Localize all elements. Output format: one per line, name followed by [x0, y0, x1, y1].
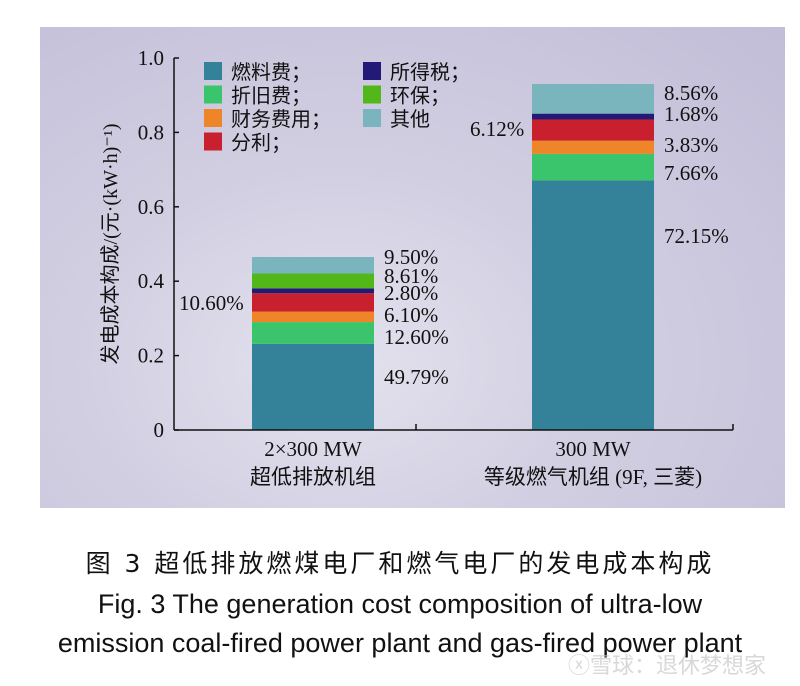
- x-category-sublabel: 等级燃气机组 (9F, 三菱): [484, 465, 702, 489]
- x-category-label: 2×300 MW: [264, 437, 362, 461]
- data-label: 3.83%: [664, 133, 718, 157]
- bar-segment: [532, 140, 654, 154]
- bar-segment: [532, 113, 654, 120]
- legend-swatch: [204, 62, 222, 80]
- y-tick-label: 0.4: [138, 269, 165, 293]
- data-label: 8.61%: [384, 264, 438, 288]
- y-tick-label: 0.2: [138, 344, 164, 368]
- legend-swatch: [204, 85, 222, 104]
- data-label: 1.68%: [664, 102, 718, 126]
- x-category-label: 300 MW: [555, 437, 630, 461]
- legend-label: 所得税；: [390, 60, 470, 84]
- legend-label: 财务费用；: [231, 107, 331, 131]
- bar-segment: [252, 311, 374, 323]
- legend-swatch: [204, 132, 222, 151]
- y-axis-label: 发电成本构成/(元·(kW·h)⁻¹): [99, 124, 122, 365]
- legend-label: 折旧费；: [231, 84, 311, 108]
- axes-group: 0 0.2 0.4 0.6 0.8 1.0 2×300 MW 超低排放机组 300 MW 等级燃气…: [99, 46, 734, 489]
- legend-label: 环保；: [390, 84, 450, 108]
- x-category-sublabel: 超低排放机组: [250, 465, 376, 489]
- figure-caption-en-line1: Fig. 3 The generation cost composition o…: [97, 589, 703, 619]
- data-label: 6.12%: [470, 117, 524, 141]
- data-label: 49.79%: [384, 365, 449, 389]
- data-label: 8.56%: [664, 81, 718, 105]
- bar-segment: [252, 288, 374, 294]
- legend-swatch: [363, 85, 381, 104]
- data-label: 12.60%: [384, 325, 449, 349]
- data-labels-group: 49.79% 72.15% 12.60% 7.66% 6.10% 3.83% 10.60% 6…: [179, 81, 729, 389]
- legend-swatch: [363, 109, 381, 127]
- stacked-bar-chart: 0 0.2 0.4 0.6 0.8 1.0 2×300 MW 超低排放机组 300 MW 等级燃气…: [99, 46, 734, 489]
- data-label: 2.80%: [384, 281, 438, 305]
- bar-segment: [532, 180, 654, 430]
- bar-segment: [252, 273, 374, 289]
- legend-label: 其他: [390, 107, 430, 131]
- legend: 燃料费；折旧费；财务费用；分利； 所得税；环保；其他: [204, 60, 470, 155]
- bar-segment: [252, 257, 374, 274]
- bar-segment: [252, 343, 374, 430]
- legend-label: 燃料费；: [231, 60, 311, 84]
- data-label: 10.60%: [179, 291, 244, 315]
- y-tick-label: 0.8: [138, 120, 164, 144]
- bar-segment: [532, 84, 654, 114]
- watermark: ⓧ雪球：退休梦想家: [568, 654, 767, 679]
- data-label: 7.66%: [664, 161, 718, 185]
- data-label: 72.15%: [664, 224, 729, 248]
- bar-segment: [252, 293, 374, 312]
- figure-caption-en-line2: emission coal-fired power plant and gas-…: [57, 628, 743, 658]
- y-tick-label: 1.0: [138, 46, 164, 70]
- data-label: 6.10%: [384, 303, 438, 327]
- y-tick-label: 0: [154, 418, 165, 442]
- legend-swatch: [363, 62, 381, 80]
- bars-group: [252, 84, 654, 430]
- bar-segment: [532, 153, 654, 181]
- chart-panel: [40, 27, 785, 508]
- bar-segment: [532, 119, 654, 141]
- legend-label: 分利；: [231, 131, 291, 155]
- data-label: 9.50%: [384, 245, 438, 269]
- figure-caption-cn: 图 3 超低排放燃煤电厂和燃气电厂的发电成本构成: [85, 549, 715, 578]
- bar-segment: [252, 322, 374, 344]
- y-tick-label: 0.6: [138, 195, 164, 219]
- legend-swatch: [204, 109, 222, 127]
